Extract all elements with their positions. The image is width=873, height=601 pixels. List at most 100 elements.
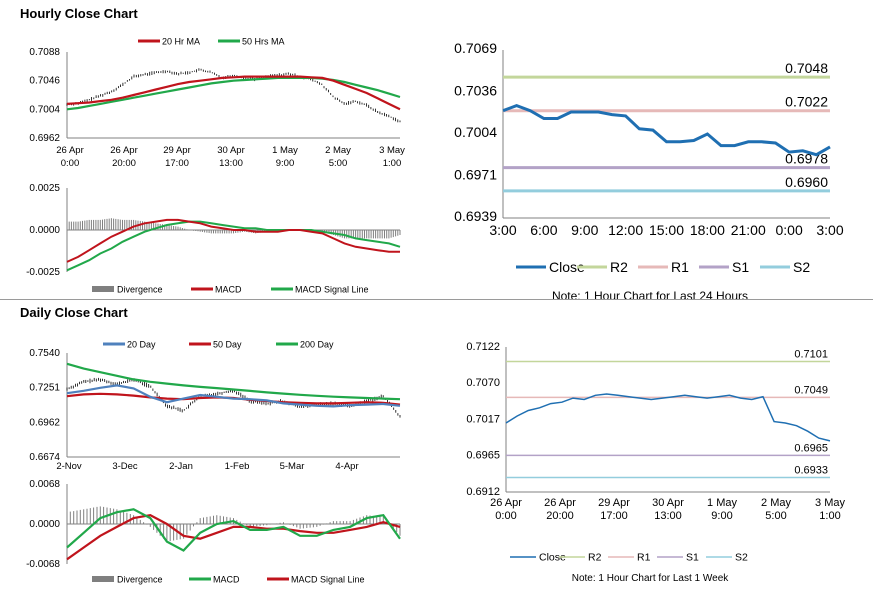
daily-levels-y-tick-label: 0.6912 (466, 486, 500, 498)
hourly-price-x-tick-label: 1:00 (383, 158, 402, 169)
daily-price-x-tick-label: 2-Jan (169, 461, 193, 472)
daily-macd-legend-label: MACD (213, 575, 240, 585)
hourly-macd-y-tick-label: 0.0025 (29, 183, 60, 194)
hourly-price-x-tick-label: 30 Apr (217, 145, 244, 156)
hourly-signal-line (66, 220, 401, 272)
daily-price-y-tick-label: 0.6674 (29, 452, 60, 463)
hourly-levels-y-tick-label: 0.7069 (454, 40, 497, 56)
hourly-price-x-tick-label: 9:00 (276, 158, 295, 169)
daily-price-x-tick-label: 4-Apr (335, 461, 358, 472)
hourly-macd-chart: 0.0025 0.0000 -0.0025 Divergence MACD MACD Si… (26, 183, 401, 295)
daily-ma20-line (66, 384, 401, 408)
hourly-price-x-tick-label: 17:00 (165, 158, 189, 169)
hourly-price-x-tick-label: 26 Apr (110, 145, 137, 156)
hourly-ma20-legend-label: 20 Hr MA (162, 37, 200, 47)
daily-levels-y-tick-label: 0.7122 (466, 341, 500, 353)
hourly-ma50-line (66, 76, 401, 111)
hourly-levels-x-tick-label: 12:00 (608, 222, 643, 238)
hourly-divergence-legend-label: Divergence (117, 285, 163, 295)
daily-ma50-legend-label: 50 Day (213, 340, 242, 350)
daily-levels-legend-label: Close (539, 552, 566, 564)
hourly-levels-x-tick-label: 9:00 (571, 222, 598, 238)
hourly-price-x-tick-label: 13:00 (219, 158, 243, 169)
hourly-levels-level-label-s2: 0.6960 (785, 174, 828, 190)
hourly-price-x-tick-label: 26 Apr (56, 145, 83, 156)
daily-levels-x-tick-label: 26 Apr (490, 497, 522, 509)
daily-levels-level-label-s1: 0.6965 (794, 442, 828, 454)
hourly-price-x-tick-label: 0:00 (61, 158, 80, 169)
daily-levels-legend-label: S2 (735, 552, 748, 564)
daily-price-x-tick-label: 2-Nov (56, 461, 82, 472)
daily-macd-y-tick-label: 0.0068 (29, 479, 60, 490)
hourly-price-x-tick-label: 2 May (325, 145, 351, 156)
hourly-macd-line (66, 218, 400, 263)
hourly-price-x-tick-label: 5:00 (329, 158, 348, 169)
daily-signal-line (66, 514, 401, 561)
daily-levels-legend-label: R2 (588, 552, 602, 564)
daily-macd-y-tick-label: -0.0068 (26, 559, 60, 570)
daily-levels-x-tick-label: 17:00 (600, 510, 628, 522)
hourly-levels-chart: 0.7069 0.7036 0.7004 0.6971 0.6939 0.7048 0.70… (454, 40, 844, 275)
hourly-section-title: Hourly Close Chart (20, 6, 138, 21)
hourly-levels-legend-label: S2 (793, 259, 810, 275)
hourly-levels-x-tick-label: 3:00 (489, 222, 516, 238)
hourly-levels-level-label-r1: 0.7022 (785, 94, 828, 110)
daily-levels-x-tick-label: 3 May (815, 497, 845, 509)
daily-levels-level-label-r2: 0.7101 (794, 349, 828, 361)
hourly-price-y-tick-label: 0.7004 (29, 104, 60, 115)
daily-levels-x-tick-label: 26 Apr (544, 497, 576, 509)
daily-levels-close-line (505, 393, 831, 442)
hourly-divergence-legend-swatch (92, 286, 114, 292)
hourly-levels-legend-label: R1 (671, 259, 689, 275)
hourly-levels-x-tick-label: 21:00 (731, 222, 766, 238)
daily-levels-level-label-s2: 0.6933 (794, 465, 828, 477)
hourly-ma50-legend-label: 50 Hrs MA (242, 37, 285, 47)
daily-ma200-legend-label: 200 Day (300, 340, 334, 350)
daily-chart-note: Note: 1 Hour Chart for Last 1 Week (571, 573, 729, 584)
hourly-levels-y-tick-label: 0.7004 (454, 124, 497, 140)
daily-macd-chart: 0.0068 0.0000 -0.0068 Divergence MACD MACD Si… (26, 479, 401, 585)
daily-levels-level-label-r1: 0.7049 (794, 384, 828, 396)
daily-levels-x-tick-label: 20:00 (546, 510, 574, 522)
daily-macd-line (66, 508, 401, 552)
hourly-price-x-tick-label: 3 May (379, 145, 405, 156)
daily-price-chart: 20 Day 50 Day 200 Day 0.7540 0.7251 0.6962 0.6… (29, 340, 401, 472)
daily-price-y-tick-label: 0.7251 (29, 383, 60, 394)
hourly-price-x-tick-label: 20:00 (112, 158, 136, 169)
daily-levels-legend-label: S1 (686, 552, 699, 564)
daily-levels-legend-label: R1 (637, 552, 651, 564)
daily-levels-x-tick-label: 29 Apr (598, 497, 630, 509)
daily-levels-x-tick-label: 13:00 (654, 510, 682, 522)
daily-price-x-tick-label: 3-Dec (112, 461, 138, 472)
hourly-ma20-line (66, 75, 401, 111)
hourly-levels-y-tick-label: 0.7036 (454, 83, 497, 99)
daily-macd-y-tick-label: 0.0000 (29, 519, 60, 530)
hourly-levels-y-tick-label: 0.6971 (454, 167, 497, 183)
hourly-price-chart: 20 Hr MA 50 Hrs MA 0.7088 0.7046 0.7004 0.696… (29, 37, 405, 170)
hourly-levels-legend-label: R2 (610, 259, 628, 275)
hourly-signal-legend-label: MACD Signal Line (295, 285, 369, 295)
hourly-macd-legend-label: MACD (215, 285, 242, 295)
hourly-levels-x-tick-label: 0:00 (776, 222, 803, 238)
hourly-macd-y-tick-label: 0.0000 (29, 225, 60, 236)
daily-levels-x-tick-label: 30 Apr (652, 497, 684, 509)
hourly-price-y-tick-label: 0.7046 (29, 76, 60, 87)
hourly-chart-note: Note: 1 Hour Chart for Last 24 Hours (551, 289, 749, 303)
daily-levels-y-tick-label: 0.7017 (466, 414, 500, 426)
hourly-levels-x-tick-label: 18:00 (690, 222, 725, 238)
hourly-levels-level-label-r2: 0.7048 (785, 60, 828, 76)
daily-signal-legend-label: MACD Signal Line (291, 575, 365, 585)
daily-levels-chart: 0.7122 0.7070 0.7017 0.6965 0.6912 0.7101 0.70… (466, 341, 845, 564)
hourly-levels-y-tick-label: 0.6939 (454, 208, 497, 224)
daily-levels-x-tick-label: 1 May (707, 497, 737, 509)
hourly-levels-close-line (502, 103, 831, 157)
hourly-levels-x-tick-label: 3:00 (816, 222, 843, 238)
daily-levels-y-tick-label: 0.7070 (466, 377, 500, 389)
daily-divergence-legend-label: Divergence (117, 575, 163, 585)
hourly-price-x-tick-label: 29 Apr (163, 145, 190, 156)
hourly-price-y-tick-label: 0.6962 (29, 133, 60, 144)
daily-levels-x-tick-label: 9:00 (711, 510, 732, 522)
hourly-levels-x-tick-label: 15:00 (649, 222, 684, 238)
daily-section-title: Daily Close Chart (20, 305, 128, 320)
hourly-price-x-tick-label: 1 May (272, 145, 298, 156)
